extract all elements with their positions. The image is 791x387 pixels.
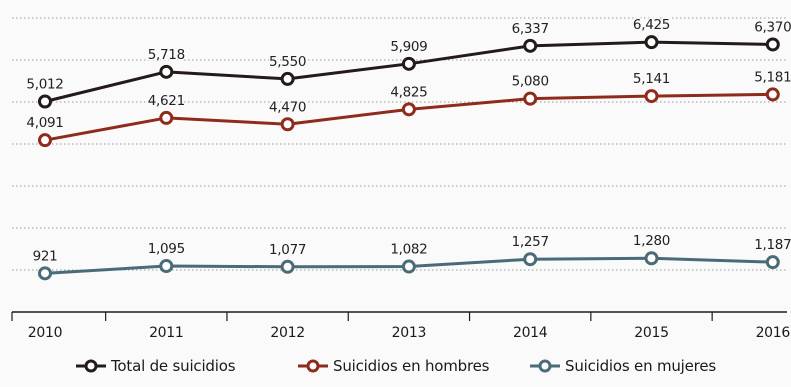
data-point-suicidios-en-mujeres: [280, 259, 295, 274]
data-label-total-de-suicidios: 5,718: [148, 47, 185, 63]
data-label-suicidios-en-hombres: 5,181: [754, 69, 791, 85]
data-label-suicidios-en-mujeres: 1,187: [754, 237, 791, 253]
data-labels: 5,012 5,718 5,550 5,909 6,337 6,425 6,370 4,091…: [25, 16, 791, 266]
legend-label: Suicidios en hombres: [333, 357, 490, 375]
data-label-suicidios-en-mujeres: 1,082: [390, 242, 427, 258]
legend-item-suicidios-en-hombres: Suicidios en hombres: [298, 357, 490, 375]
data-label-suicidios-en-hombres: 5,141: [633, 71, 670, 87]
data-point-total-de-suicidios: [38, 94, 52, 109]
data-point-suicidios-en-mujeres: [644, 251, 659, 266]
data-label-total-de-suicidios: 6,337: [512, 21, 549, 37]
legend-item-total-de-suicidios: Total de suicidios: [76, 357, 236, 375]
data-point-suicidios-en-hombres: [644, 89, 659, 104]
x-tick-label-2011: 2011: [149, 325, 183, 341]
data-label-suicidios-en-hombres: 4,091: [26, 115, 63, 131]
legend-swatch-marker: [538, 359, 552, 373]
data-label-total-de-suicidios: 6,425: [633, 17, 670, 33]
x-tick-label-2013: 2013: [392, 325, 426, 341]
legend-label: Total de suicidios: [110, 357, 236, 375]
data-point-suicidios-en-mujeres: [765, 255, 780, 270]
legend-item-suicidios-en-mujeres: Suicidios en mujeres: [530, 357, 717, 375]
data-point-suicidios-en-hombres: [280, 117, 295, 132]
data-point-suicidios-en-hombres: [159, 110, 174, 125]
data-point-total-de-suicidios: [765, 37, 780, 52]
data-point-total-de-suicidios: [401, 56, 416, 71]
data-point-total-de-suicidios: [159, 64, 174, 79]
data-label-suicidios-en-mujeres: 1,077: [269, 242, 306, 258]
x-tick-label-2010: 2010: [28, 325, 62, 341]
data-label-suicidios-en-mujeres: 1,095: [148, 241, 185, 257]
data-point-total-de-suicidios: [280, 71, 295, 86]
gridlines: [12, 17, 787, 271]
data-point-suicidios-en-hombres: [38, 133, 52, 148]
data-point-suicidios-en-mujeres: [523, 252, 538, 267]
legend-swatch-marker: [84, 359, 98, 373]
x-tick-label-2012: 2012: [270, 325, 304, 341]
data-label-total-de-suicidios: 5,909: [390, 39, 427, 55]
data-label-suicidios-en-mujeres: 1,257: [512, 234, 549, 250]
legend-swatch-marker: [306, 359, 320, 373]
data-point-suicidios-en-mujeres: [401, 259, 416, 274]
data-point-suicidios-en-hombres: [523, 91, 538, 106]
data-label-suicidios-en-hombres: 5,080: [512, 74, 549, 90]
x-axis: 2010 2011 2012 2013 2014 2015 2016: [11, 311, 791, 341]
data-point-suicidios-en-mujeres: [159, 259, 174, 274]
data-label-suicidios-en-hombres: 4,825: [390, 84, 427, 100]
data-point-total-de-suicidios: [644, 35, 659, 50]
x-tick-label-2014: 2014: [513, 325, 548, 341]
data-point-suicidios-en-mujeres: [38, 266, 52, 281]
legend-label: Suicidios en mujeres: [565, 357, 716, 375]
data-label-suicidios-en-mujeres: 1,280: [633, 233, 670, 249]
data-point-total-de-suicidios: [523, 38, 538, 53]
data-label-total-de-suicidios: 5,550: [269, 54, 306, 70]
data-label-suicidios-en-hombres: 4,621: [148, 93, 185, 109]
x-tick-label-2016: 2016: [756, 325, 791, 341]
x-tick-label-2015: 2015: [634, 325, 668, 341]
data-label-suicidios-en-hombres: 4,470: [269, 99, 306, 115]
series-lines: [38, 35, 780, 281]
data-label-total-de-suicidios: 6,370: [754, 19, 791, 35]
data-point-suicidios-en-hombres: [401, 102, 416, 117]
data-label-total-de-suicidios: 5,012: [26, 76, 63, 92]
legend: Total de suicidios Suicidios en hombres Su…: [76, 357, 717, 375]
data-label-suicidios-en-mujeres: 921: [33, 248, 58, 264]
data-point-suicidios-en-hombres: [765, 87, 780, 102]
